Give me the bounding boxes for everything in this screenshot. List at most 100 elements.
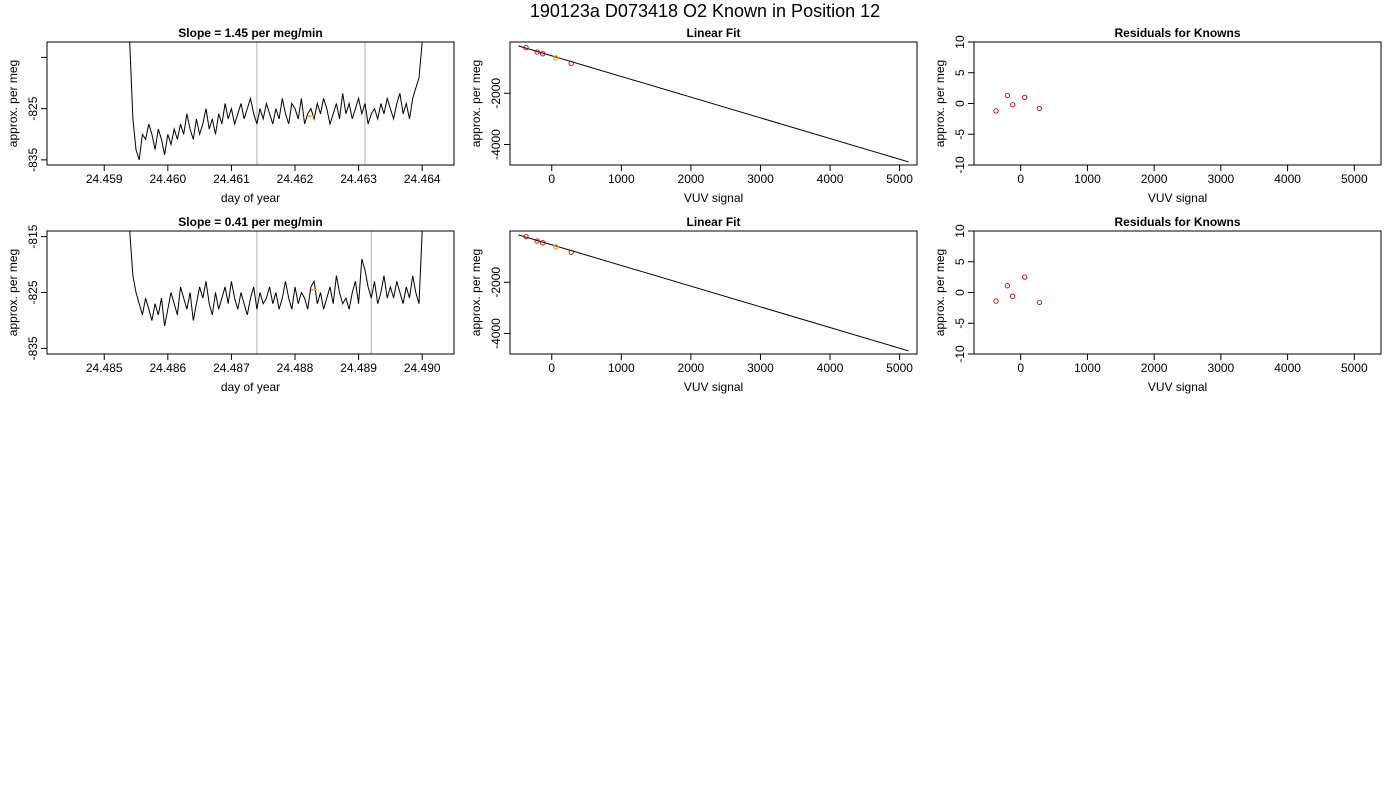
x-axis-label: day of year [221, 380, 280, 394]
x-tick-label: 24.464 [404, 172, 441, 186]
y-axis-label: approx. per meg [469, 60, 483, 147]
data-point [1010, 102, 1016, 108]
plot-frame [973, 230, 1382, 355]
y-tick-label: 0 [953, 289, 967, 296]
x-axis-label: VUV signal [1148, 191, 1207, 205]
x-axis-label: VUV signal [1148, 380, 1207, 394]
y-tick-label: -815 [26, 224, 40, 248]
x-tick-label: 1000 [1074, 361, 1101, 375]
data-point [540, 240, 546, 246]
x-tick-label: 4000 [1274, 361, 1301, 375]
chart-title: Linear Fit [686, 26, 740, 40]
chart-title: Linear Fit [686, 215, 740, 229]
plot-frame [509, 41, 918, 166]
series-line [129, 231, 423, 327]
data-point [1004, 283, 1011, 289]
x-axis-label: VUV signal [684, 380, 743, 394]
y-tick-label: 5 [953, 258, 967, 265]
fit-line [518, 234, 909, 352]
data-point [1022, 94, 1028, 101]
y-tick-label: -4000 [489, 129, 503, 160]
data-point [993, 108, 999, 114]
x-tick-label: 24.463 [340, 172, 377, 186]
x-tick-label: 24.489 [340, 361, 377, 375]
y-axis-label: approx. per meg [933, 249, 947, 336]
chart-panel-row1-timeseries: Slope = 1.45 per meg/min day of year appro… [6, 26, 455, 205]
x-tick-label: 0 [548, 172, 555, 186]
plot-area [518, 233, 909, 352]
highlight-point [553, 55, 559, 61]
x-tick-label: 5000 [1341, 361, 1368, 375]
data-point [534, 49, 540, 55]
y-tick-label: -4000 [489, 318, 503, 349]
chart-panel-row1-residuals: Residuals for Knowns VUV signal approx. pe… [933, 26, 1382, 205]
chart-title: Slope = 0.41 per meg/min [178, 215, 322, 229]
chart-panel-row2-timeseries: Slope = 0.41 per meg/min day of year appro… [6, 215, 455, 394]
x-tick-label: 24.462 [277, 172, 314, 186]
x-tick-label: 2000 [1141, 172, 1168, 186]
x-tick-label: 5000 [886, 361, 913, 375]
data-point [523, 44, 529, 51]
x-tick-label: 1000 [608, 361, 635, 375]
x-axis-label: day of year [221, 191, 280, 205]
data-point [1010, 293, 1016, 299]
x-tick-label: 24.486 [149, 361, 186, 375]
data-point [568, 60, 574, 66]
x-tick-label: 1000 [608, 172, 635, 186]
series-line [129, 42, 423, 161]
plot-frame [973, 41, 1382, 166]
x-tick-label: 24.459 [86, 172, 123, 186]
x-tick-label: 5000 [886, 172, 913, 186]
data-point [1036, 299, 1043, 305]
x-tick-label: 24.461 [213, 172, 250, 186]
y-axis-label: approx. per meg [933, 60, 947, 147]
data-point [534, 238, 540, 244]
data-point [568, 249, 574, 255]
x-tick-label: 4000 [817, 172, 844, 186]
y-tick-label: 10 [953, 35, 967, 49]
chart-title: Residuals for Knowns [1114, 215, 1240, 229]
chart-panel-row1-linearfit: Linear Fit VUV signal approx. per meg 0 1000… [469, 26, 918, 205]
y-tick-label: 0 [953, 100, 967, 107]
page-title: 190123a D073418 O2 Known in Position 12 [530, 1, 880, 21]
data-point [1004, 92, 1011, 99]
data-point [1036, 105, 1043, 112]
plot-area [993, 274, 1043, 305]
y-tick-label: -835 [26, 148, 40, 172]
data-point [523, 233, 529, 240]
data-point [993, 298, 999, 304]
x-tick-label: 24.485 [86, 361, 123, 375]
y-tick-label: -10 [953, 345, 967, 363]
y-tick-label: -825 [26, 96, 40, 120]
x-tick-label: 4000 [1274, 172, 1301, 186]
y-tick-label: -2000 [489, 78, 503, 109]
plot-area [129, 42, 423, 165]
chart-panel-row2-residuals: Residuals for Knowns VUV signal approx. pe… [933, 215, 1382, 394]
x-tick-label: 3000 [1208, 361, 1235, 375]
x-tick-label: 2000 [678, 172, 705, 186]
y-tick-label: 5 [953, 69, 967, 76]
x-tick-label: 3000 [1208, 172, 1235, 186]
plot-frame [509, 230, 918, 355]
y-axis-label: approx. per meg [6, 249, 20, 336]
plot-area [993, 92, 1043, 114]
data-point [540, 51, 546, 57]
chart-panel-row2-linearfit: Linear Fit VUV signal approx. per meg 0 1000… [469, 215, 918, 394]
panels-grid: Slope = 1.45 per meg/min day of year appro… [6, 26, 1382, 394]
x-tick-label: 24.460 [149, 172, 186, 186]
chart-title: Residuals for Knowns [1114, 26, 1240, 40]
y-tick-label: 10 [953, 224, 967, 238]
x-tick-label: 0 [1017, 172, 1024, 186]
x-tick-label: 24.488 [277, 361, 314, 375]
x-tick-label: 24.487 [213, 361, 250, 375]
y-axis-label: approx. per meg [6, 60, 20, 147]
x-tick-label: 0 [1017, 361, 1024, 375]
chart-title: Slope = 1.45 per meg/min [178, 26, 322, 40]
x-tick-label: 24.490 [404, 361, 441, 375]
x-tick-label: 1000 [1074, 172, 1101, 186]
y-tick-label: -5 [953, 129, 967, 140]
highlight-point [553, 244, 559, 250]
y-axis-label: approx. per meg [469, 249, 483, 336]
x-tick-label: 3000 [747, 361, 774, 375]
plot-area [129, 231, 423, 354]
